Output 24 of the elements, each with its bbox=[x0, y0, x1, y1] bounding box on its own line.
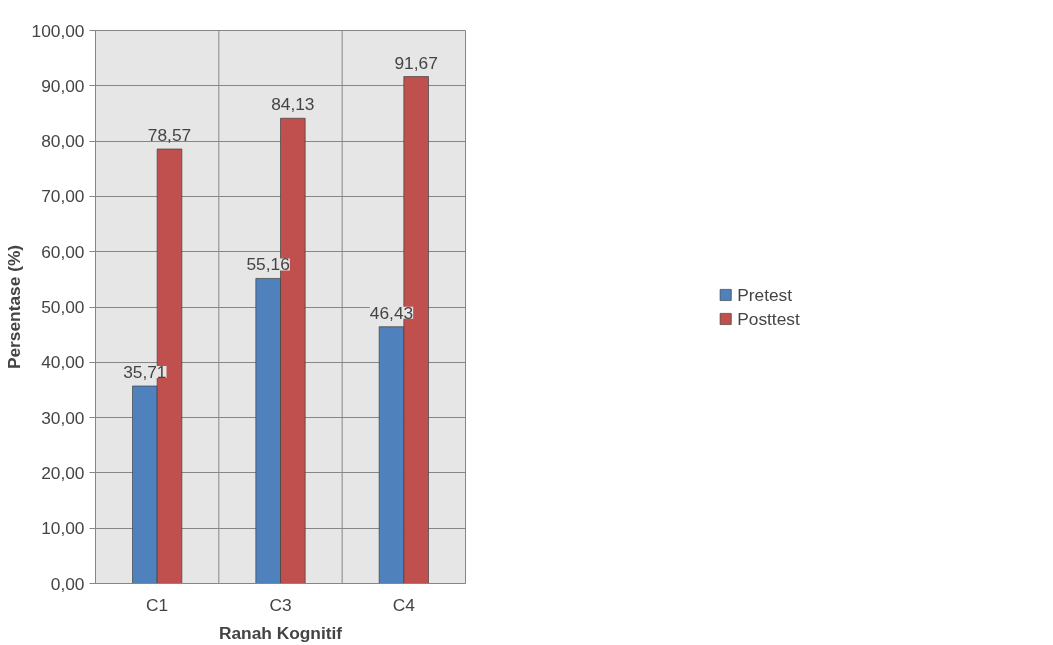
y-tick-label: 0,00 bbox=[50, 573, 85, 594]
legend-label: Pretest bbox=[737, 284, 793, 305]
y-tick-label: 90,00 bbox=[41, 75, 85, 96]
y-tick-label: 20,00 bbox=[41, 462, 85, 483]
x-tick-label: C3 bbox=[269, 594, 292, 615]
data-label: 91,67 bbox=[394, 52, 438, 73]
y-tick-label: 10,00 bbox=[41, 518, 85, 539]
y-tick-label: 70,00 bbox=[41, 186, 85, 207]
y-tick-label: 50,00 bbox=[41, 297, 85, 317]
data-label: 55,16 bbox=[246, 254, 290, 275]
data-label: 46,43 bbox=[369, 302, 414, 323]
y-tick-label: 100,00 bbox=[31, 20, 85, 41]
legend-label: Posttest bbox=[737, 308, 800, 329]
data-label: 78,57 bbox=[147, 125, 192, 146]
y-axis-title: Persentase (%) bbox=[3, 244, 24, 370]
y-tick-label: 40,00 bbox=[41, 352, 85, 373]
x-tick-label: C4 bbox=[392, 594, 416, 615]
x-axis-title: Ranah Kognitif bbox=[218, 622, 343, 643]
x-tick-label: C1 bbox=[146, 594, 169, 615]
y-tick-label: 30,00 bbox=[41, 407, 85, 428]
y-tick-label: 80,00 bbox=[41, 131, 85, 152]
y-tick-label: 60,00 bbox=[41, 241, 85, 262]
data-label: 35,71 bbox=[123, 362, 167, 383]
data-label: 84,13 bbox=[271, 94, 315, 115]
